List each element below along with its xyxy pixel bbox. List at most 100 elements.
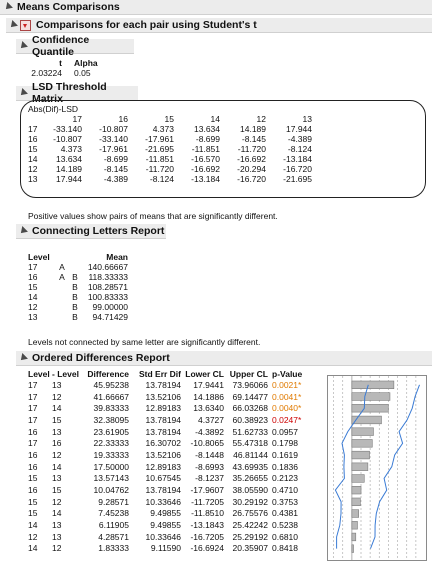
disclosure-triangle-icon[interactable] — [18, 353, 28, 363]
comparison-header[interactable]: Comparisons for each pair using Student'… — [6, 18, 432, 33]
od-minus-level: 14 — [52, 403, 62, 414]
letters-row: 16 A B 118.33333 — [28, 272, 128, 282]
difference-bar — [351, 497, 361, 506]
difference-col-header: Difference — [87, 369, 129, 379]
p-value-col-header: p-Value — [272, 369, 303, 379]
lsd-column-header: 14 — [210, 114, 220, 124]
lsd-row-label: 15 — [28, 144, 38, 154]
od-lower-cl: -8.1237 — [195, 473, 224, 484]
difference-bar — [351, 462, 369, 471]
od-p-value: 0.0247* — [272, 414, 302, 425]
disclosure-triangle-icon[interactable] — [18, 88, 28, 98]
od-minus-level: 12 — [52, 391, 62, 402]
lsd-cell: -10.807 — [53, 134, 82, 144]
od-lower-cl: -13.1843 — [190, 520, 224, 531]
upper-cl-curve — [370, 384, 420, 549]
letters-mean: 118.33333 — [88, 272, 128, 282]
od-upper-cl: 73.96066 — [232, 379, 268, 390]
od-difference: 13.57143 — [93, 473, 129, 484]
letters-b: B — [72, 292, 78, 302]
od-level: 17 — [28, 379, 38, 390]
od-lower-cl: -17.9607 — [190, 485, 224, 496]
lsd-cell: -11.720 — [145, 164, 174, 174]
od-level: 12 — [28, 531, 38, 542]
od-lower-cl: -11.8510 — [191, 508, 224, 519]
letters-row: 15 B 108.28571 — [28, 282, 128, 292]
lsd-row: 12 14.189 -8.145 -11.720 -16.692 -20.294 -16.7… — [28, 164, 312, 174]
letters-b — [68, 262, 82, 272]
difference-bar — [351, 521, 358, 530]
level-header: Level — [28, 252, 50, 262]
connecting-letters-table: Level Mean 17 A 140.66667 16 A B 118.33333 15 B 1… — [28, 252, 128, 322]
od-p-value: 0.0040* — [272, 403, 302, 414]
ordered-row: 15 14 7.45238 9.49855 -11.8510 26.75576 0.4381 — [28, 508, 306, 520]
od-minus-level: 13 — [52, 426, 62, 437]
letters-level: 13 — [28, 312, 38, 322]
od-upper-cl: 25.42242 — [232, 520, 268, 531]
disclosure-triangle-icon[interactable] — [18, 41, 28, 51]
od-level: 15 — [28, 473, 38, 484]
od-upper-cl: 60.38923 — [232, 414, 268, 425]
od-upper-cl: 35.26655 — [232, 473, 268, 484]
lsd-threshold-header[interactable]: LSD Threshold Matrix — [16, 81, 138, 105]
od-difference: 1.83333 — [98, 543, 129, 554]
lsd-cell: -16.720 — [237, 174, 266, 184]
lsd-column-header: 16 — [118, 114, 128, 124]
alpha-value: 0.05 — [74, 68, 91, 78]
od-difference: 4.28571 — [98, 531, 129, 542]
lsd-cell: -21.695 — [145, 144, 174, 154]
confidence-quantile-table: t Alpha 2.03224 0.05 — [28, 58, 114, 78]
od-level: 15 — [28, 508, 38, 519]
lsd-row: 13 17.944 -4.389 -8.124 -13.184 -16.720 -21.69… — [28, 174, 312, 184]
od-difference: 7.45238 — [98, 508, 129, 519]
od-p-value: 0.3753 — [272, 496, 298, 507]
disclosure-triangle-icon[interactable] — [18, 226, 28, 236]
letters-a — [56, 312, 68, 322]
lsd-cell: -11.851 — [145, 154, 174, 164]
od-lower-cl: -16.7205 — [190, 531, 224, 542]
od-level: 14 — [28, 520, 38, 531]
od-stderr: 9.49855 — [150, 520, 181, 531]
od-difference: 6.11905 — [98, 520, 129, 531]
od-minus-level: 15 — [52, 485, 62, 496]
difference-bar — [351, 404, 389, 413]
letters-a — [56, 282, 68, 292]
difference-bar — [351, 509, 359, 518]
lsd-row: 16 -10.807 -33.140 -17.961 -8.699 -8.145 -4.38… — [28, 134, 312, 144]
lsd-cell: -16.692 — [237, 154, 266, 164]
lsd-row: 14 13.634 -8.699 -11.851 -16.570 -16.692 -13.1… — [28, 154, 312, 164]
lsd-note: Positive values show pairs of means that… — [28, 211, 278, 221]
lsd-row: 17 -33.140 -10.807 4.373 13.634 14.189 17.944 — [28, 124, 312, 134]
od-p-value: 0.0021* — [272, 379, 302, 390]
od-p-value: 0.0957 — [272, 426, 298, 437]
lsd-row-label: 16 — [28, 134, 38, 144]
od-upper-cl: 30.29192 — [232, 496, 268, 507]
od-minus-level: 13 — [52, 379, 62, 390]
od-stderr: 13.78194 — [145, 414, 181, 425]
difference-bar — [351, 392, 391, 401]
connecting-letters-header[interactable]: Connecting Letters Report — [16, 224, 166, 239]
letters-level: 16 — [28, 272, 38, 282]
letters-row: 14 B 100.83333 — [28, 292, 128, 302]
disclosure-triangle-icon[interactable] — [3, 2, 13, 12]
od-upper-cl: 55.47318 — [232, 438, 268, 449]
red-triangle-menu-icon[interactable] — [20, 19, 31, 31]
confidence-quantile-header[interactable]: Confidence Quantile — [16, 34, 134, 58]
od-minus-level: 12 — [52, 543, 62, 554]
od-p-value: 0.6810 — [272, 531, 298, 542]
ordered-differences-header[interactable]: Ordered Differences Report — [16, 351, 432, 366]
lsd-row-label: 14 — [28, 154, 38, 164]
lsd-cell: -8.124 — [149, 174, 174, 184]
od-stderr: 13.78194 — [145, 485, 181, 496]
od-lower-cl: 17.9441 — [193, 379, 224, 390]
od-minus-level: 13 — [52, 531, 62, 542]
ordered-row: 17 16 22.33333 16.30702 -10.8065 55.47318 0.17… — [28, 437, 306, 449]
means-comparisons-header[interactable]: Means Comparisons — [0, 0, 432, 15]
od-level: 14 — [28, 543, 38, 554]
disclosure-triangle-icon[interactable] — [8, 20, 18, 30]
letters-level: 12 — [28, 302, 38, 312]
mean-header: Mean — [106, 252, 128, 262]
od-difference: 32.38095 — [93, 414, 129, 425]
lsd-cell: -8.145 — [103, 164, 128, 174]
od-stderr: 10.67545 — [145, 473, 181, 484]
